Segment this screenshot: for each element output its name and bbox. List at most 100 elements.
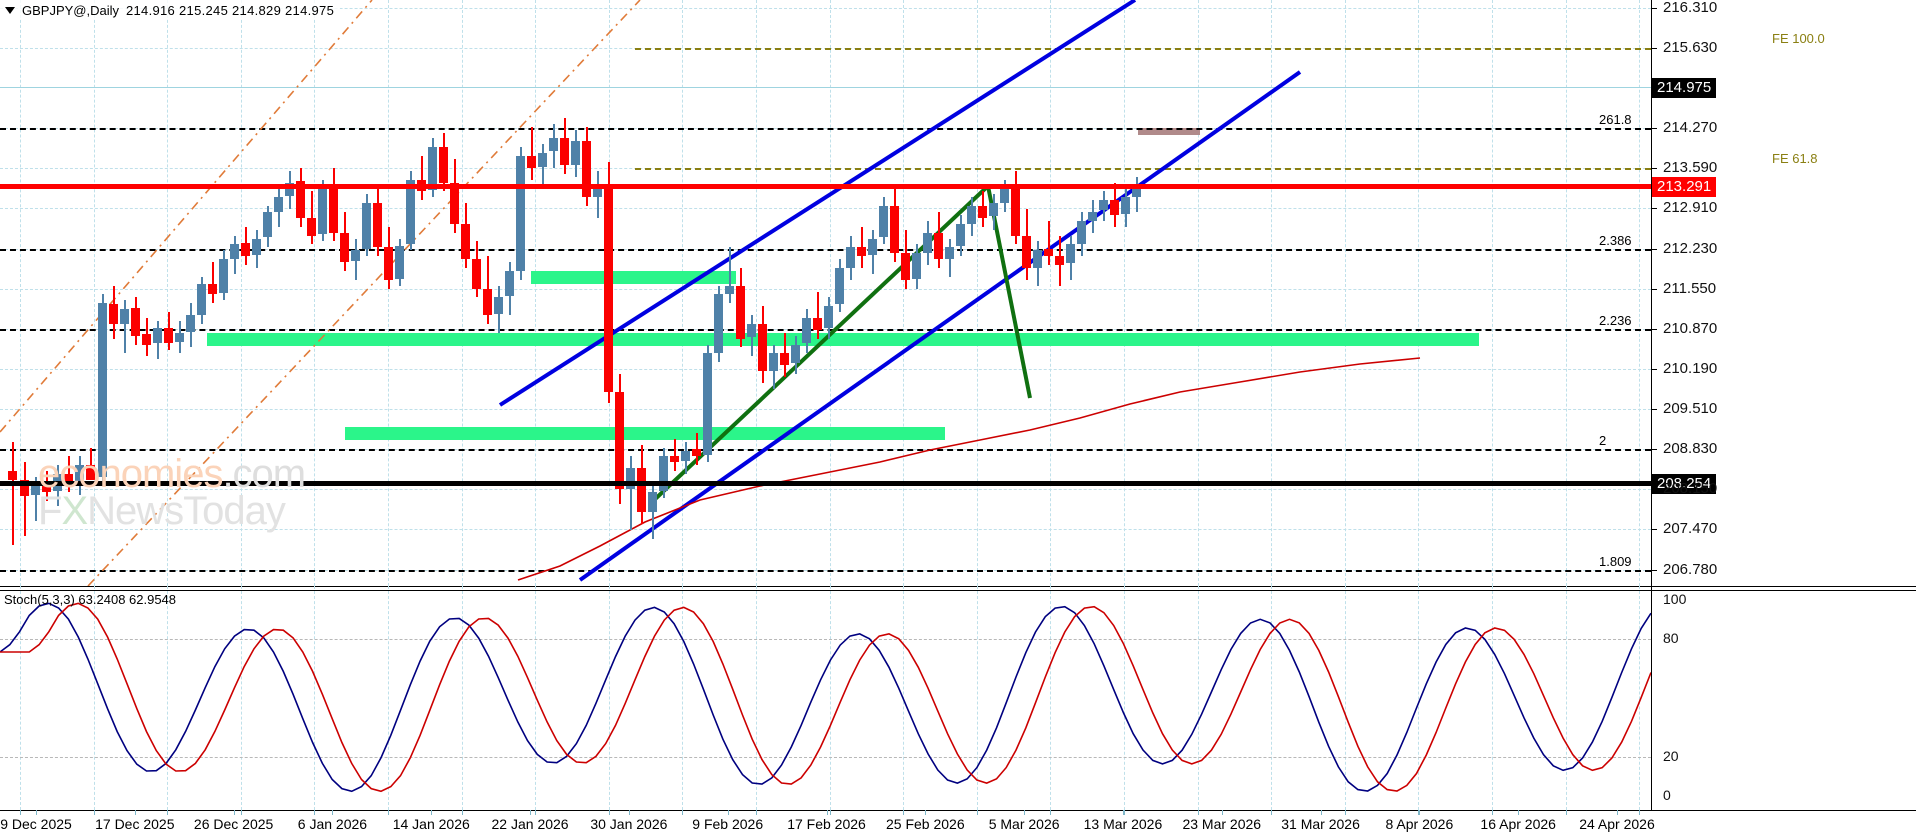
candlestick[interactable] xyxy=(153,328,162,344)
pitchfork-ray-1[interactable] xyxy=(0,0,373,433)
candlestick[interactable] xyxy=(956,223,965,246)
candlestick[interactable] xyxy=(780,353,789,366)
candlestick[interactable] xyxy=(659,456,668,491)
candlestick[interactable] xyxy=(197,284,206,316)
candlestick[interactable] xyxy=(395,245,404,279)
candlestick[interactable] xyxy=(406,179,415,245)
candlestick[interactable] xyxy=(582,141,591,198)
candlestick[interactable] xyxy=(1066,244,1075,264)
candlestick[interactable] xyxy=(967,206,976,224)
candlestick[interactable] xyxy=(494,297,503,314)
candlestick[interactable] xyxy=(86,465,95,480)
support-zone[interactable] xyxy=(207,332,1479,346)
candlestick[interactable] xyxy=(274,197,283,212)
candlestick[interactable] xyxy=(736,285,745,339)
candlestick[interactable] xyxy=(769,353,778,372)
candlestick[interactable] xyxy=(186,315,195,332)
candlestick[interactable] xyxy=(692,449,701,457)
candlestick[interactable] xyxy=(42,482,51,492)
candlestick[interactable] xyxy=(560,138,569,165)
price-axis[interactable]: 216.310 215.630 214.975 214.270 213.590 213.2… xyxy=(1651,0,1916,586)
candlestick[interactable] xyxy=(64,474,73,486)
candlestick[interactable] xyxy=(604,184,613,392)
candlestick[interactable] xyxy=(945,247,954,260)
candlestick[interactable] xyxy=(318,188,327,234)
candlestick[interactable] xyxy=(362,203,371,250)
candlestick[interactable] xyxy=(747,323,756,338)
candlestick[interactable] xyxy=(527,156,536,168)
candlestick[interactable] xyxy=(461,223,470,260)
candlestick[interactable] xyxy=(516,156,525,271)
candlestick[interactable] xyxy=(934,232,943,260)
candlestick[interactable] xyxy=(1000,188,1009,204)
candlestick[interactable] xyxy=(109,304,118,324)
support-zone[interactable] xyxy=(345,426,945,440)
candlestick[interactable] xyxy=(670,456,679,463)
candlestick[interactable] xyxy=(483,288,492,316)
candlestick[interactable] xyxy=(252,238,261,255)
candlestick[interactable] xyxy=(791,344,800,364)
candlestick[interactable] xyxy=(681,450,690,462)
candlestick[interactable] xyxy=(824,306,833,329)
candlestick[interactable] xyxy=(8,471,17,480)
candlestick[interactable] xyxy=(1077,220,1086,245)
candlestick[interactable] xyxy=(219,259,228,293)
candlestick[interactable] xyxy=(1110,200,1119,215)
candlestick[interactable] xyxy=(901,253,910,280)
stochastic-plot-area[interactable]: Stoch(5,3,3) 63.2408 62.9548 xyxy=(0,586,1651,810)
candlestick[interactable] xyxy=(307,217,316,236)
candlestick[interactable] xyxy=(593,185,602,198)
candlestick[interactable] xyxy=(857,247,866,257)
candlestick[interactable] xyxy=(571,141,580,165)
candlestick[interactable] xyxy=(802,318,811,344)
candlestick[interactable] xyxy=(637,468,646,513)
candlestick[interactable] xyxy=(1099,200,1108,211)
candlestick[interactable] xyxy=(626,468,635,489)
candlestick[interactable] xyxy=(714,294,723,354)
candlestick[interactable] xyxy=(835,267,844,305)
candlestick[interactable] xyxy=(142,333,151,345)
candlestick[interactable] xyxy=(384,247,393,280)
candlestick[interactable] xyxy=(1088,212,1097,221)
candlestick[interactable] xyxy=(505,270,514,297)
candlestick[interactable] xyxy=(120,309,129,324)
candlestick[interactable] xyxy=(351,250,360,261)
candlestick[interactable] xyxy=(208,284,217,295)
candlestick[interactable] xyxy=(296,180,305,218)
candlestick[interactable] xyxy=(758,323,767,372)
candlestick[interactable] xyxy=(450,182,459,224)
candlestick[interactable] xyxy=(1011,188,1020,236)
candlestick[interactable] xyxy=(725,285,734,295)
candlestick[interactable] xyxy=(879,206,888,238)
candlestick[interactable] xyxy=(31,482,40,495)
candlestick[interactable] xyxy=(846,247,855,268)
candlestick[interactable] xyxy=(263,212,272,238)
pitchfork-ray-2[interactable] xyxy=(87,0,641,586)
candlestick[interactable] xyxy=(648,491,657,513)
candlestick[interactable] xyxy=(131,308,140,336)
candlestick[interactable] xyxy=(285,182,294,197)
candlestick[interactable] xyxy=(989,203,998,217)
candlestick[interactable] xyxy=(813,318,822,330)
candlestick[interactable] xyxy=(329,188,338,233)
triangle-down-icon[interactable] xyxy=(5,7,15,14)
candlestick[interactable] xyxy=(538,153,547,167)
candlestick[interactable] xyxy=(20,479,29,497)
price-plot-area[interactable]: economies.com FXNewsToday 261.8 2.386 2.23… xyxy=(0,0,1651,586)
candlestick[interactable] xyxy=(164,328,173,344)
candlestick[interactable] xyxy=(549,138,558,152)
candlestick[interactable] xyxy=(230,244,239,260)
candlestick[interactable] xyxy=(439,147,448,183)
candlestick[interactable] xyxy=(340,232,349,263)
candlestick[interactable] xyxy=(1044,249,1053,257)
candlestick[interactable] xyxy=(923,232,932,254)
candlestick[interactable] xyxy=(1022,235,1031,268)
candlestick[interactable] xyxy=(615,391,624,489)
candlestick[interactable] xyxy=(241,243,250,257)
candlestick[interactable] xyxy=(75,465,84,485)
candlestick[interactable] xyxy=(428,147,437,191)
candlestick[interactable] xyxy=(978,206,987,218)
candlestick[interactable] xyxy=(703,353,712,456)
candlestick[interactable] xyxy=(890,206,899,254)
support-zone[interactable] xyxy=(531,270,736,284)
